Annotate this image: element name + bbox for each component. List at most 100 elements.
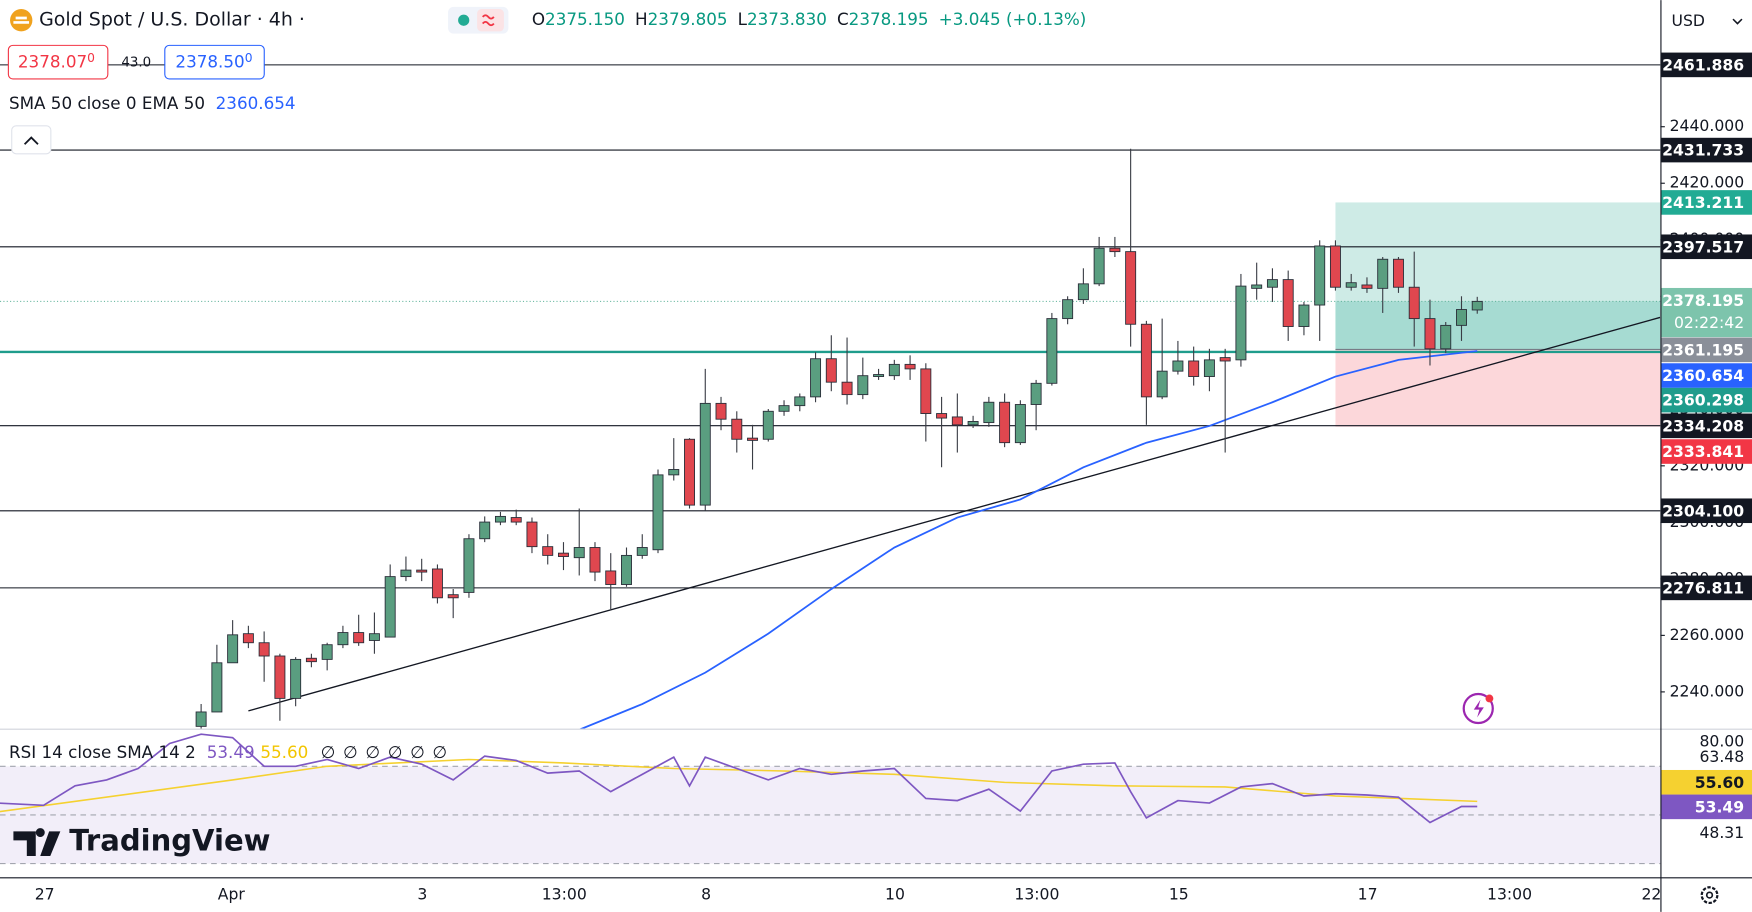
candle-body [715,402,727,420]
collapse-chevron [23,136,39,145]
candle-body [479,521,491,540]
rsi-badge-bg [1661,794,1752,820]
position-target-zone [1335,202,1661,350]
candle-body [1314,245,1326,306]
candle-body [589,547,601,573]
rsi-na-values: ∅ ∅ ∅ ∅ ∅ ∅ [321,742,447,762]
candle-body [1014,404,1026,444]
candle-body [447,594,459,599]
buy-price: 2378.500 [175,51,252,72]
buy-digit: 0 [245,51,253,65]
candle-body [1109,247,1121,253]
symbol-header: Gold Spot / U.S. Dollar · 4h · O2375.150… [7,6,1086,155]
candle-body [778,405,790,412]
sell-price: 2378.070 [18,51,95,72]
hline-badge-bg [1661,387,1752,413]
candle-body [684,438,695,506]
last-price-badge: 2378.195 [1662,291,1744,310]
x-tick-label: 17 [1358,885,1378,904]
candle-body [258,642,270,657]
candle-body [731,418,743,440]
candle-body [1203,359,1215,377]
rsi-na: ∅ [410,742,425,762]
currency-button[interactable] [1664,4,1749,39]
candle-body [1188,360,1200,377]
delay-waves [482,14,495,27]
level-badge-bg [1661,137,1752,163]
candle-body [558,552,569,557]
candle-body [652,474,664,551]
ema-line [579,350,1478,729]
level-badge: 2461.886 [1662,55,1744,74]
rsi-axis-label: 48.31 [1699,823,1744,842]
candle-body [1093,247,1105,285]
x-tick-label: Apr [218,885,246,904]
rsi-sma-badge-bg [1661,769,1752,795]
rsi-legend: RSI 14 close SMA 14 2 [9,742,196,762]
candle-body [573,547,585,559]
indicator-value: 2360.654 [216,93,296,113]
buy-button[interactable] [164,44,265,80]
countdown: 02:22:42 [1674,313,1744,332]
candle-body [1140,323,1152,398]
rsi-sma-badge: 55.60 [1695,773,1745,792]
rsi-pane [0,733,1661,865]
candle-body [810,358,822,398]
candle-body [400,569,412,578]
sell-button[interactable] [7,44,109,80]
settings-button[interactable] [1700,886,1719,905]
ohlc-key: O [532,9,545,29]
candle-body [494,515,506,523]
level-badge: 2276.811 [1662,578,1744,597]
candle-body [920,368,932,414]
level-badge: 2397.517 [1662,237,1744,256]
sell-digit: 0 [87,51,95,65]
candle-body [936,413,948,419]
candle-body [762,410,774,440]
candle-body [463,538,475,593]
candle-body [951,416,963,426]
candle-body [1440,324,1452,350]
x-tick-label: 10 [885,885,905,904]
x-tick-label: 13:00 [1487,885,1532,904]
alert-icon[interactable] [1462,692,1494,725]
level-badge-bg [1661,413,1752,439]
symbol-title: Gold Spot / U.S. Dollar · 4h · [39,9,305,31]
candle-body [699,402,711,506]
level-badge-bg [1661,234,1752,260]
ema-badge-bg [1661,363,1752,388]
candle-body [825,358,837,383]
currency: USD [1672,11,1705,30]
target-badge-bg [1661,190,1752,215]
level-badge: 2304.100 [1662,501,1744,520]
candle-body [1456,309,1467,326]
candle-body [416,569,428,573]
x-tick-label: 13:00 [542,885,587,904]
x-tick-label: 27 [35,885,55,904]
brand-name: TradingView [69,824,270,858]
symbol-logo [10,9,33,32]
currency-chevron [1732,18,1743,25]
candle-body [227,634,239,664]
rsi-tick-label: 80.00 [1699,732,1744,751]
candle-body [542,546,554,556]
candle-body [290,658,302,699]
sell-value: 2378.07 [18,52,87,72]
candle-body [668,469,680,476]
candle-body [1298,304,1310,327]
candle-body [1219,357,1231,362]
candle-body [983,401,995,424]
candle-body [353,632,365,644]
rsi-na: ∅ [365,742,380,762]
collapse-button[interactable] [11,125,52,155]
target-badge: 2413.211 [1662,193,1744,212]
ohlc-value: 2375.150 [545,9,625,29]
y-tick-label: 2420.000 [1670,173,1745,192]
candle-body [1408,286,1420,320]
x-tick-label: 3 [417,885,427,904]
price-pane [0,64,1661,729]
alert-bolt [1473,699,1484,718]
ohlc-legend: O2375.150 H2379.805 L2373.830 C2378.195 +3.0… [532,9,1086,29]
entry-badge: 2361.195 [1662,340,1744,359]
